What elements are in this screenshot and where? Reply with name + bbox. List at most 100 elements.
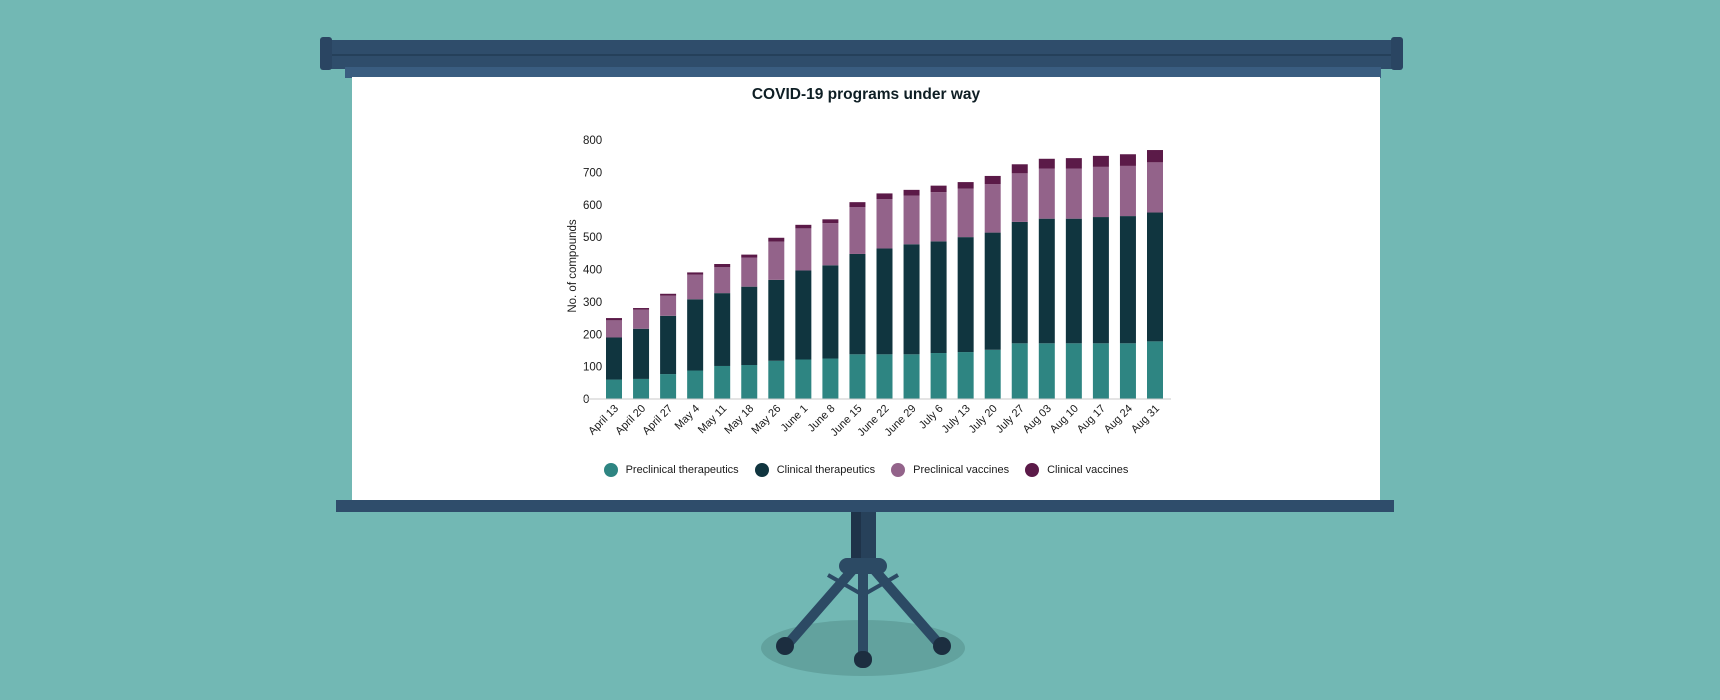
bar-segment xyxy=(984,349,1001,399)
bar-segment xyxy=(714,267,731,294)
screen-top-bar-cap-left xyxy=(320,37,332,70)
bar-segment xyxy=(1147,212,1163,342)
bar-segment xyxy=(741,257,758,287)
legend-swatch xyxy=(603,463,618,477)
bar-segment xyxy=(1011,173,1028,222)
tripod-foot-left xyxy=(776,637,794,655)
screen-canvas xyxy=(352,77,1380,500)
bar-segment xyxy=(606,320,622,338)
y-tick-label: 400 xyxy=(583,265,602,277)
bar-segment xyxy=(741,254,758,258)
bar-segment xyxy=(1147,341,1163,399)
bar-segment xyxy=(1092,217,1109,344)
y-tick-label: 300 xyxy=(583,297,602,309)
chart-legend: Preclinical therapeutics Clinical therap… xyxy=(352,463,1380,477)
bar-segment xyxy=(984,175,1001,185)
bar-segment xyxy=(903,354,920,399)
bar-segment xyxy=(714,264,731,268)
bar-segment xyxy=(768,360,785,399)
bar-segment xyxy=(984,184,1001,233)
bar-segment xyxy=(930,353,947,399)
y-tick-label: 0 xyxy=(583,394,589,406)
chart-bars xyxy=(606,150,1163,399)
bar-segment xyxy=(876,248,893,355)
bar-segment xyxy=(849,253,866,355)
bar-segment xyxy=(1038,218,1055,344)
bar-segment xyxy=(1038,343,1055,399)
bar-segment xyxy=(876,354,893,399)
bar-segment xyxy=(795,359,812,399)
bar-segment xyxy=(903,244,920,355)
bar-segment xyxy=(741,365,758,399)
bar-segment xyxy=(822,223,839,266)
bar-segment xyxy=(687,272,704,275)
bar-segment xyxy=(822,265,839,359)
bar-segment xyxy=(849,207,866,254)
bar-segment xyxy=(957,188,974,238)
bar-segment xyxy=(795,270,812,360)
y-tick-label: 100 xyxy=(583,362,602,374)
bar-segment xyxy=(1119,216,1136,344)
bar-segment xyxy=(930,185,947,193)
bar-segment xyxy=(1011,221,1028,344)
bar-segment xyxy=(876,199,893,249)
bar-segment xyxy=(606,318,622,321)
bar-segment xyxy=(1092,343,1109,399)
bar-segment xyxy=(876,193,893,200)
bar-segment xyxy=(714,293,731,366)
y-tick-label: 800 xyxy=(583,135,602,147)
legend-item-clinical-therapeutics: Clinical therapeutics xyxy=(754,463,875,477)
screen-top-bar-stripe xyxy=(322,54,1401,56)
bar-segment xyxy=(660,315,677,375)
bar-segment xyxy=(957,237,974,353)
bar-segment xyxy=(1147,162,1163,213)
bar-segment xyxy=(903,195,920,245)
screen-roll xyxy=(345,67,1381,78)
bar-segment xyxy=(633,308,650,310)
bar-segment xyxy=(1065,218,1082,344)
y-axis-label: No. of compounds xyxy=(567,219,579,313)
bar-segment xyxy=(1065,158,1082,169)
bar-segment xyxy=(660,293,677,296)
legend-swatch xyxy=(754,463,769,477)
bar-segment xyxy=(1147,150,1163,163)
tripod-leg-right xyxy=(866,561,945,650)
y-tick-label: 700 xyxy=(583,167,602,179)
bar-segment xyxy=(1065,343,1082,399)
y-tick-label: 500 xyxy=(583,232,602,244)
tripod-joint xyxy=(839,558,887,574)
bar-segment xyxy=(606,379,622,399)
bar-segment xyxy=(1038,158,1055,169)
bar-segment xyxy=(687,274,704,300)
tripod-foot-right xyxy=(933,637,951,655)
bar-segment xyxy=(957,182,974,189)
bar-segment xyxy=(1038,168,1055,219)
y-tick-label: 600 xyxy=(583,200,602,212)
bar-segment xyxy=(768,237,785,242)
bar-segment xyxy=(633,328,650,379)
screen-top-bar-cap-right xyxy=(1391,37,1403,70)
bar-segment xyxy=(984,232,1001,350)
bar-segment xyxy=(1092,155,1109,167)
bar-segment xyxy=(768,241,785,280)
legend-label: Clinical vaccines xyxy=(1047,464,1129,476)
legend-item-preclinical-vaccines: Preclinical vaccines xyxy=(891,463,1009,477)
bar-segment xyxy=(1119,165,1136,217)
bar-segment xyxy=(660,374,677,399)
bar-segment xyxy=(633,309,650,329)
bar-segment xyxy=(849,354,866,399)
bar-segment xyxy=(795,228,812,271)
bar-segment xyxy=(1119,154,1136,166)
legend-item-clinical-vaccines: Clinical vaccines xyxy=(1025,463,1128,477)
bar-segment xyxy=(633,378,650,399)
bar-segment xyxy=(1119,343,1136,399)
legend-swatch xyxy=(891,463,906,477)
bar-segment xyxy=(957,352,974,399)
bar-segment xyxy=(849,202,866,208)
bar-segment xyxy=(768,279,785,361)
bar-segment xyxy=(1092,166,1109,218)
bar-segment xyxy=(795,224,812,229)
bar-segment xyxy=(903,189,920,196)
bar-segment xyxy=(660,295,677,316)
